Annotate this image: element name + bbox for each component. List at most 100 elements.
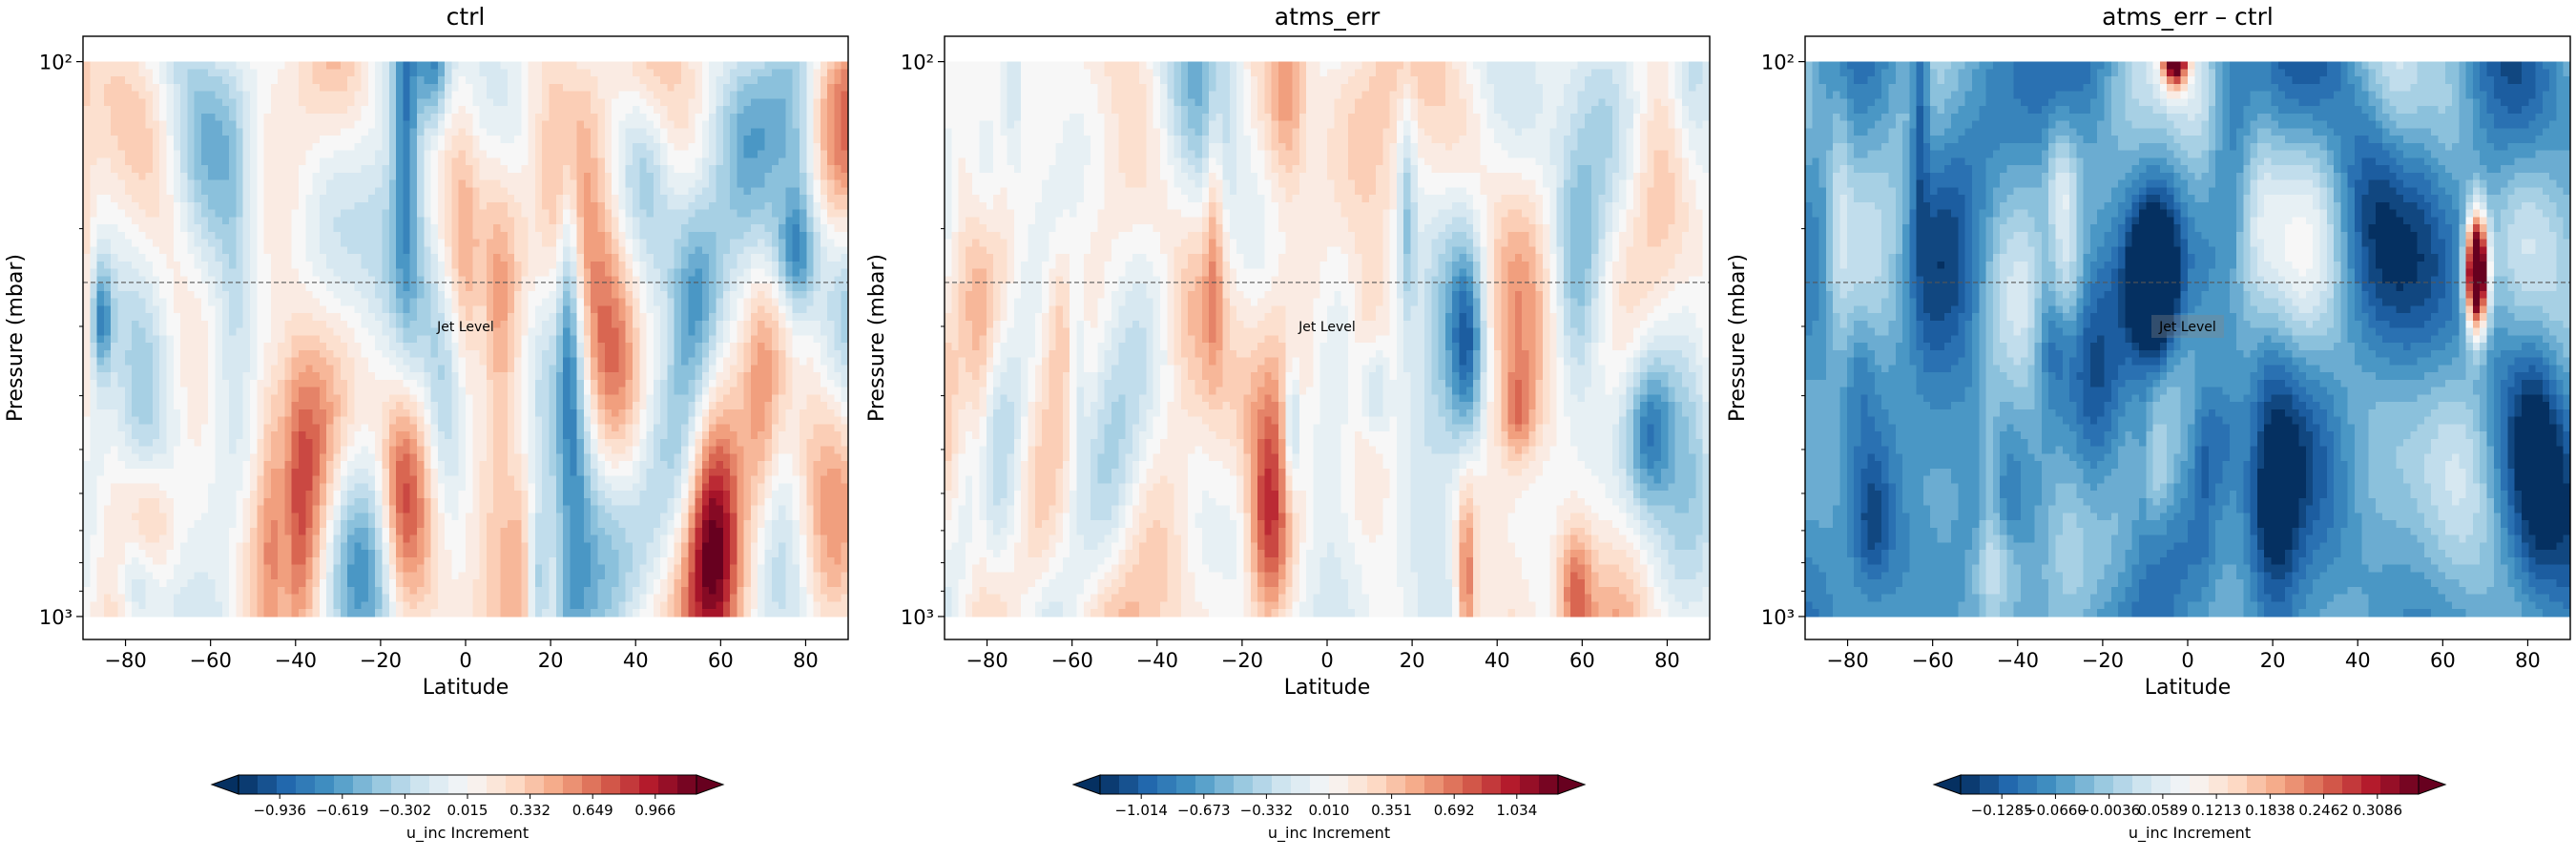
colorbar-step-10 — [1272, 775, 1292, 794]
colorbar-step-13 — [467, 775, 488, 794]
colorbar-tick-label: 1.034 — [1496, 802, 1537, 819]
colorbar-step-15 — [1367, 775, 1387, 794]
colorbar-step-6 — [1195, 775, 1215, 794]
x-tick-label: −60 — [190, 649, 232, 672]
colorbar-step-7 — [2075, 775, 2095, 794]
x-tick-label: 0 — [1320, 649, 1333, 672]
colorbar-label: u_inc Increment — [406, 824, 529, 843]
colorbar-step-4 — [296, 775, 316, 794]
colorbar-step-23 — [658, 775, 678, 794]
y-axis-label: Pressure (mbar) — [1726, 254, 1750, 422]
y-tick-label: 10² — [39, 52, 73, 74]
colorbar-step-22 — [1501, 775, 1521, 794]
colorbar-step-7 — [1215, 775, 1235, 794]
colorbar-step-24 — [1539, 775, 1559, 794]
colorbar-step-17 — [2266, 775, 2286, 794]
x-tick-label: 20 — [538, 649, 564, 672]
colorbar-step-10 — [410, 775, 430, 794]
x-tick-label: 40 — [2345, 649, 2371, 672]
colorbar-tick-label: 0.966 — [634, 802, 675, 819]
colorbar-step-23 — [2380, 775, 2400, 794]
colorbar-step-11 — [1291, 775, 1311, 794]
colorbar-step-16 — [2247, 775, 2267, 794]
colorbar-tick-label: 0.1213 — [2192, 802, 2242, 819]
jet-level-label: Jet Level — [1298, 320, 1356, 335]
x-tick-label: 60 — [708, 649, 734, 672]
colorbar-step-20 — [1463, 775, 1483, 794]
x-tick-label: −40 — [1136, 649, 1178, 672]
colorbar-step-24 — [2399, 775, 2420, 794]
colorbar-step-4 — [1157, 775, 1177, 794]
colorbar-step-20 — [601, 775, 621, 794]
colorbar-extend-low — [1934, 775, 1961, 794]
colorbar-step-4 — [2018, 775, 2038, 794]
colorbar-tick-label: 0.332 — [509, 802, 551, 819]
x-tick-label: 60 — [2430, 649, 2456, 672]
colorbar-label: u_inc Increment — [2129, 824, 2251, 843]
colorbar-step-1 — [1100, 775, 1120, 794]
colorbar-step-1 — [1961, 775, 1981, 794]
x-tick-label: 40 — [1485, 649, 1510, 672]
colorbar-step-20 — [2323, 775, 2343, 794]
colorbar-tick-label: −0.302 — [379, 802, 432, 819]
y-tick-label: 10³ — [1761, 606, 1795, 629]
colorbar-extend-low — [212, 775, 239, 794]
colorbar-step-9 — [1253, 775, 1273, 794]
colorbar-step-8 — [1234, 775, 1254, 794]
colorbar-step-22 — [639, 775, 659, 794]
x-tick-label: 60 — [1569, 649, 1595, 672]
y-axis-label: Pressure (mbar) — [865, 254, 889, 422]
colorbar-step-16 — [1386, 775, 1406, 794]
x-tick-label: −20 — [2082, 649, 2124, 672]
y-axis-label: Pressure (mbar) — [4, 254, 28, 422]
colorbar-step-13 — [1329, 775, 1349, 794]
x-tick-label: 80 — [2515, 649, 2541, 672]
colorbar-tick-label: −0.619 — [316, 802, 369, 819]
colorbar-step-1 — [239, 775, 259, 794]
x-tick-label: −40 — [275, 649, 317, 672]
colorbar-step-12 — [2171, 775, 2191, 794]
colorbar-step-13 — [2190, 775, 2210, 794]
colorbar-step-19 — [2304, 775, 2324, 794]
x-axis-label: Latitude — [423, 676, 509, 700]
colorbar-extend-high — [2419, 775, 2445, 794]
y-tick-label: 10² — [1761, 52, 1795, 74]
colorbar-step-11 — [429, 775, 449, 794]
colorbar-step-17 — [544, 775, 564, 794]
colorbar-tick-label: 0.2462 — [2298, 802, 2349, 819]
x-tick-label: −20 — [1221, 649, 1263, 672]
x-tick-label: −60 — [1912, 649, 1954, 672]
colorbar-step-2 — [258, 775, 278, 794]
colorbar-tick-label: 0.3086 — [2353, 802, 2403, 819]
colorbar-extend-high — [696, 775, 723, 794]
colorbar-step-21 — [1482, 775, 1502, 794]
colorbar-step-7 — [353, 775, 373, 794]
chart-title: ctrl — [447, 3, 486, 31]
x-tick-label: −40 — [1997, 649, 2039, 672]
field-panel-1 — [83, 62, 849, 618]
jet-level-label: Jet Level — [2158, 320, 2216, 335]
colorbar-step-11 — [2151, 775, 2171, 794]
colorbar-step-9 — [2113, 775, 2133, 794]
colorbar-step-21 — [2342, 775, 2362, 794]
colorbar-tick-label: −1.014 — [1114, 802, 1168, 819]
colorbar-tick-label: 0.351 — [1371, 802, 1412, 819]
colorbar-step-3 — [1138, 775, 1158, 794]
colorbar-tick-label: 0.015 — [447, 802, 488, 819]
colorbar-step-8 — [2094, 775, 2114, 794]
colorbar-label: u_inc Increment — [1268, 824, 1390, 843]
colorbar-extend-low — [1073, 775, 1100, 794]
colorbar: −0.936 −0.619 −0.302 0.015 0.332 0.649 0.966u_… — [212, 775, 723, 843]
colorbar-step-5 — [2037, 775, 2057, 794]
x-tick-label: −80 — [1826, 649, 1868, 672]
colorbar-step-18 — [1424, 775, 1444, 794]
colorbar-tick-label: 0.010 — [1309, 802, 1350, 819]
colorbar-step-16 — [525, 775, 545, 794]
colorbar-step-3 — [1999, 775, 2019, 794]
colorbar-step-9 — [391, 775, 411, 794]
colorbar-step-15 — [506, 775, 526, 794]
colorbar-step-14 — [1348, 775, 1368, 794]
colorbar-step-5 — [315, 775, 335, 794]
